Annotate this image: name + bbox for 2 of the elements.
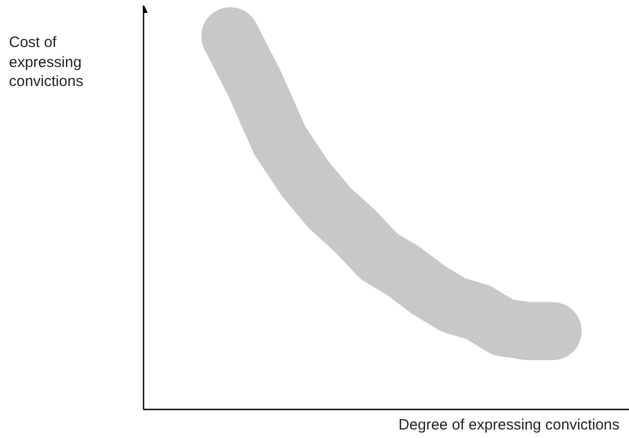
y-axis-title: Cost of expressing convictions <box>9 33 84 92</box>
x-axis-title: Degree of expressing convictions <box>398 416 620 434</box>
